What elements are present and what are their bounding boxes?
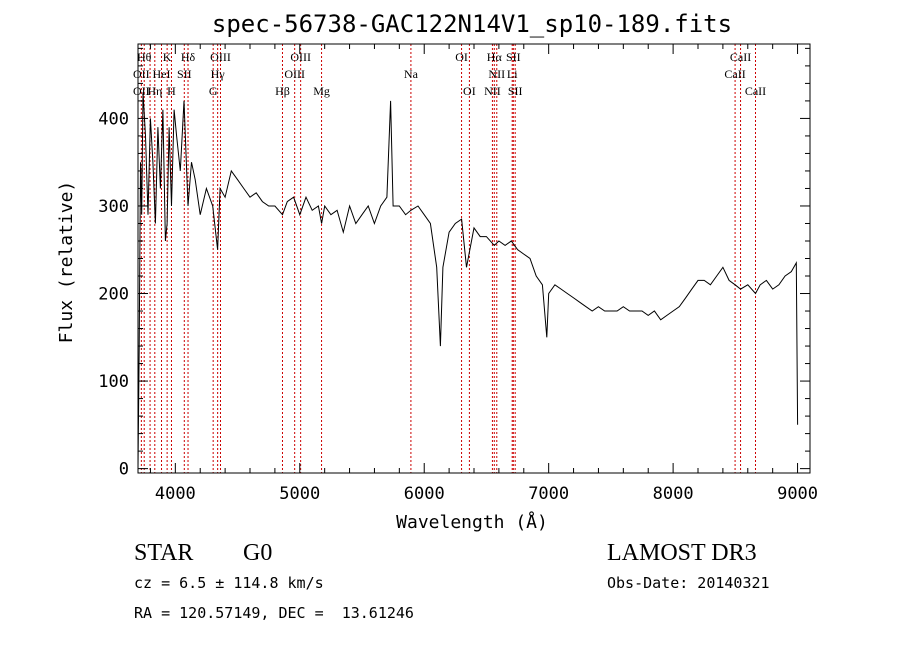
line-marker-label: Mg (313, 84, 330, 98)
x-axis-label: Wavelength (Å) (396, 511, 548, 533)
line-marker-label: NII (488, 67, 505, 81)
line-marker-label: G (209, 84, 218, 98)
x-tick-label: 9000 (777, 484, 818, 504)
x-tick-label: 6000 (404, 484, 445, 504)
coordinates: RA = 120.57149, DEC = 13.61246 (134, 604, 414, 622)
object-class: STAR (134, 540, 194, 566)
y-axis-label: Flux (relative) (56, 181, 77, 344)
line-marker-label: OII (133, 84, 150, 98)
line-marker-label: OIII (284, 67, 305, 81)
line-marker-label: Hθ (137, 50, 152, 64)
spectrum-line (137, 92, 799, 469)
line-marker-label: HeI (153, 67, 171, 81)
line-marker-label: OIII (290, 50, 311, 64)
line-marker-label: Hδ (181, 50, 196, 64)
line-markers (140, 44, 756, 473)
observation-date: Obs-Date: 20140321 (607, 574, 770, 592)
line-marker-label: SII (506, 50, 521, 64)
y-axis: 0 100 200 300 400 (98, 47, 810, 480)
line-marker-label: OI (463, 84, 476, 98)
y-tick-label: 400 (98, 109, 129, 129)
line-marker-label: Na (404, 67, 419, 81)
x-tick-label: 4000 (155, 484, 196, 504)
line-marker-label: OII (133, 67, 150, 81)
line-marker-label: Hη (147, 84, 162, 98)
line-marker-label: OIII (210, 50, 231, 64)
survey-name: LAMOST DR3 (607, 540, 757, 566)
line-marker-label: NII (484, 84, 501, 98)
x-axis: 4000 5000 6000 7000 8000 9000 (149, 44, 818, 504)
line-marker-label: Hβ (275, 84, 290, 98)
y-tick-label: 100 (98, 372, 129, 392)
line-marker-label: CaII (730, 50, 751, 64)
x-tick-label: 8000 (653, 484, 694, 504)
line-marker-label: Hγ (211, 67, 226, 81)
object-subclass: G0 (243, 540, 273, 566)
line-marker-label: SII (177, 67, 192, 81)
y-tick-label: 0 (119, 460, 129, 480)
line-marker-label: CaII (745, 84, 766, 98)
line-marker-label: SII (508, 84, 523, 98)
line-marker-label: Li (507, 67, 518, 81)
line-marker-label: OI (455, 50, 468, 64)
x-tick-label: 5000 (279, 484, 320, 504)
y-tick-label: 300 (98, 197, 129, 217)
line-marker-label: Hα (487, 50, 503, 64)
chart-title: spec-56738-GAC122N14V1_sp10-189.fits (212, 10, 732, 38)
line-marker-label: H (167, 84, 176, 98)
redshift-cz: cz = 6.5 ± 114.8 km/s (134, 574, 324, 592)
plot-frame (137, 43, 811, 474)
line-marker-label: CaII (724, 67, 745, 81)
x-tick-label: 7000 (528, 484, 569, 504)
line-marker-label: K (163, 50, 172, 64)
y-tick-label: 200 (98, 285, 129, 305)
